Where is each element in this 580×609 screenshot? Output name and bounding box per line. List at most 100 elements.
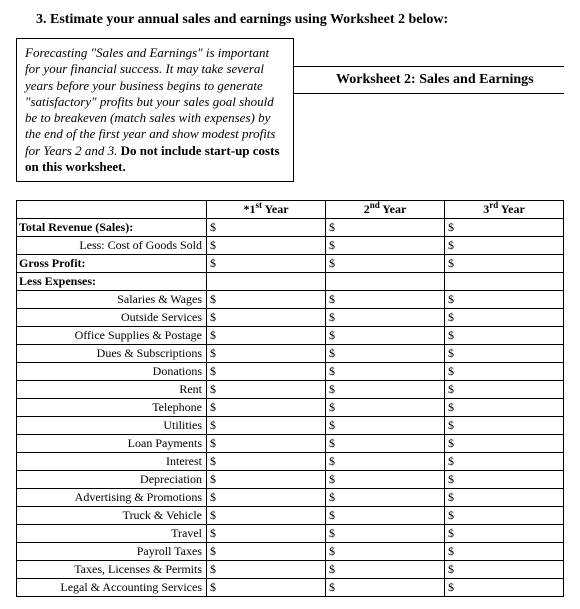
table-row: Legal & Accounting Services$$$ bbox=[17, 579, 564, 597]
table-row: Depreciation$$$ bbox=[17, 471, 564, 489]
row-value: $ bbox=[445, 291, 564, 309]
row-value: $ bbox=[445, 237, 564, 255]
table-row: Gross Profit:$$$ bbox=[17, 255, 564, 273]
row-value: $ bbox=[207, 309, 326, 327]
row-value: $ bbox=[445, 399, 564, 417]
forecasting-callout: Forecasting "Sales and Earnings" is impo… bbox=[16, 38, 294, 182]
table-row: Outside Services$$$ bbox=[17, 309, 564, 327]
row-value: $ bbox=[326, 417, 445, 435]
row-label: Less Expenses: bbox=[17, 273, 207, 291]
table-row: Less: Cost of Goods Sold$$$ bbox=[17, 237, 564, 255]
section-number: 3. bbox=[36, 12, 47, 27]
row-value: $ bbox=[326, 561, 445, 579]
table-row: Salaries & Wages$$$ bbox=[17, 291, 564, 309]
row-value: $ bbox=[326, 255, 445, 273]
section-heading: Estimate your annual sales and earnings … bbox=[50, 12, 448, 27]
row-value: $ bbox=[445, 525, 564, 543]
row-label: Legal & Accounting Services bbox=[17, 579, 207, 597]
section-title: 3. Estimate your annual sales and earnin… bbox=[16, 12, 564, 28]
row-value: $ bbox=[326, 399, 445, 417]
callout-italic-text: Forecasting "Sales and Earnings" is impo… bbox=[25, 45, 275, 158]
top-row: Forecasting "Sales and Earnings" is impo… bbox=[16, 38, 564, 182]
table-row: Total Revenue (Sales):$$$ bbox=[17, 219, 564, 237]
row-value: $ bbox=[326, 237, 445, 255]
table-row: Taxes, Licenses & Permits$$$ bbox=[17, 561, 564, 579]
table-row: Office Supplies & Postage$$$ bbox=[17, 327, 564, 345]
row-label: Depreciation bbox=[17, 471, 207, 489]
row-label: Utilities bbox=[17, 417, 207, 435]
row-value: $ bbox=[207, 381, 326, 399]
row-value: $ bbox=[207, 471, 326, 489]
row-value: $ bbox=[326, 363, 445, 381]
row-value: $ bbox=[445, 435, 564, 453]
row-value: $ bbox=[207, 579, 326, 597]
row-value: $ bbox=[326, 309, 445, 327]
row-label: Travel bbox=[17, 525, 207, 543]
row-value: $ bbox=[445, 327, 564, 345]
row-value: $ bbox=[207, 399, 326, 417]
table-row: Donations$$$ bbox=[17, 363, 564, 381]
row-value: $ bbox=[207, 543, 326, 561]
row-value bbox=[445, 273, 564, 291]
row-label: Payroll Taxes bbox=[17, 543, 207, 561]
row-value: $ bbox=[207, 489, 326, 507]
row-value: $ bbox=[207, 525, 326, 543]
row-value: $ bbox=[207, 345, 326, 363]
table-row: Payroll Taxes$$$ bbox=[17, 543, 564, 561]
table-row: Travel$$$ bbox=[17, 525, 564, 543]
row-label: Donations bbox=[17, 363, 207, 381]
row-value: $ bbox=[326, 543, 445, 561]
row-value: $ bbox=[207, 255, 326, 273]
row-value: $ bbox=[445, 363, 564, 381]
row-value: $ bbox=[326, 525, 445, 543]
row-value: $ bbox=[326, 489, 445, 507]
row-value: $ bbox=[445, 489, 564, 507]
row-label: Rent bbox=[17, 381, 207, 399]
row-value: $ bbox=[207, 561, 326, 579]
row-label: Less: Cost of Goods Sold bbox=[17, 237, 207, 255]
blank-header bbox=[17, 201, 207, 219]
table-body: Total Revenue (Sales):$$$Less: Cost of G… bbox=[17, 219, 564, 597]
row-value: $ bbox=[326, 471, 445, 489]
row-value: $ bbox=[445, 561, 564, 579]
table-row: Advertising & Promotions$$$ bbox=[17, 489, 564, 507]
row-value: $ bbox=[445, 471, 564, 489]
row-value: $ bbox=[326, 507, 445, 525]
worksheet-label: Worksheet 2: Sales and Earnings bbox=[286, 66, 564, 94]
row-value: $ bbox=[326, 453, 445, 471]
row-label: Total Revenue (Sales): bbox=[17, 219, 207, 237]
row-value: $ bbox=[445, 507, 564, 525]
row-label: Dues & Subscriptions bbox=[17, 345, 207, 363]
row-value: $ bbox=[326, 327, 445, 345]
year2-header: 2nd Year bbox=[326, 201, 445, 219]
year3-header: 3rd Year bbox=[445, 201, 564, 219]
row-label: Gross Profit: bbox=[17, 255, 207, 273]
row-label: Interest bbox=[17, 453, 207, 471]
row-label: Taxes, Licenses & Permits bbox=[17, 561, 207, 579]
table-row: Loan Payments$$$ bbox=[17, 435, 564, 453]
table-row: Less Expenses: bbox=[17, 273, 564, 291]
row-value: $ bbox=[445, 543, 564, 561]
row-value: $ bbox=[207, 219, 326, 237]
row-value: $ bbox=[445, 219, 564, 237]
table-row: Dues & Subscriptions$$$ bbox=[17, 345, 564, 363]
row-value: $ bbox=[445, 417, 564, 435]
row-value: $ bbox=[326, 381, 445, 399]
row-value bbox=[207, 273, 326, 291]
row-value: $ bbox=[207, 237, 326, 255]
row-label: Telephone bbox=[17, 399, 207, 417]
row-value: $ bbox=[326, 435, 445, 453]
row-value: $ bbox=[207, 291, 326, 309]
table-row: Interest$$$ bbox=[17, 453, 564, 471]
row-label: Truck & Vehicle bbox=[17, 507, 207, 525]
row-value: $ bbox=[207, 507, 326, 525]
row-value: $ bbox=[207, 327, 326, 345]
sales-earnings-table: *1st Year 2nd Year 3rd Year Total Revenu… bbox=[16, 200, 564, 597]
row-value: $ bbox=[326, 579, 445, 597]
row-value: $ bbox=[207, 417, 326, 435]
row-value: $ bbox=[445, 309, 564, 327]
row-label: Outside Services bbox=[17, 309, 207, 327]
row-label: Loan Payments bbox=[17, 435, 207, 453]
table-row: Telephone$$$ bbox=[17, 399, 564, 417]
row-value: $ bbox=[445, 381, 564, 399]
